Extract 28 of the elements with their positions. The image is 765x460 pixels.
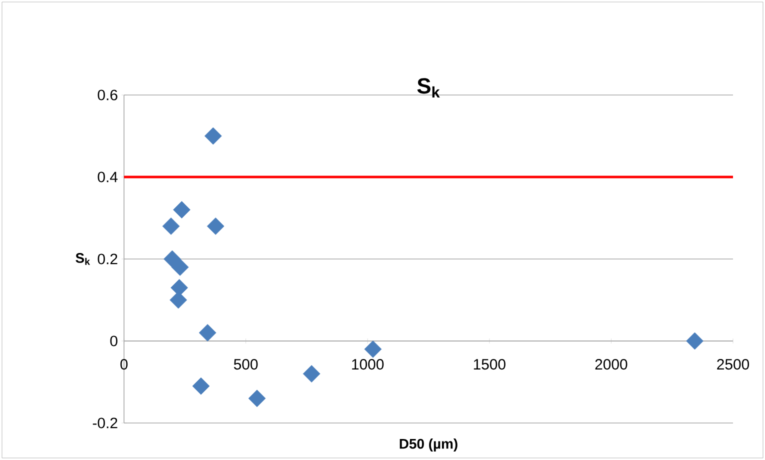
point bbox=[162, 218, 180, 235]
point bbox=[686, 332, 704, 350]
point bbox=[198, 324, 216, 342]
point bbox=[170, 291, 188, 309]
point bbox=[206, 218, 224, 235]
y-tick-label: 0 bbox=[110, 336, 118, 346]
x-tick-label: 2500 bbox=[717, 359, 750, 370]
point bbox=[302, 365, 320, 382]
x-axis-title: D50 (µm) bbox=[400, 438, 458, 452]
point bbox=[192, 377, 210, 395]
point bbox=[164, 250, 181, 268]
y-tick-label: 0.6 bbox=[98, 90, 118, 100]
point bbox=[173, 201, 190, 218]
x-tick-label: 1500 bbox=[474, 359, 506, 370]
point bbox=[171, 258, 189, 276]
y-axis-title: S$_{k}$ bbox=[76, 253, 90, 265]
x-tick-label: 500 bbox=[234, 359, 258, 370]
x-tick-label: 2000 bbox=[595, 359, 628, 370]
point bbox=[204, 127, 222, 145]
y-tick-label: 0.2 bbox=[98, 254, 118, 264]
x-tick-label: 1000 bbox=[352, 359, 384, 370]
point bbox=[364, 340, 382, 358]
chart-title: S$_{k}$ bbox=[417, 78, 440, 98]
y-tick-label: -0.2 bbox=[92, 418, 118, 428]
point bbox=[170, 279, 188, 296]
y-tick-label: 0.4 bbox=[98, 172, 118, 182]
point bbox=[248, 390, 266, 408]
x-tick-label: 0 bbox=[120, 359, 128, 370]
